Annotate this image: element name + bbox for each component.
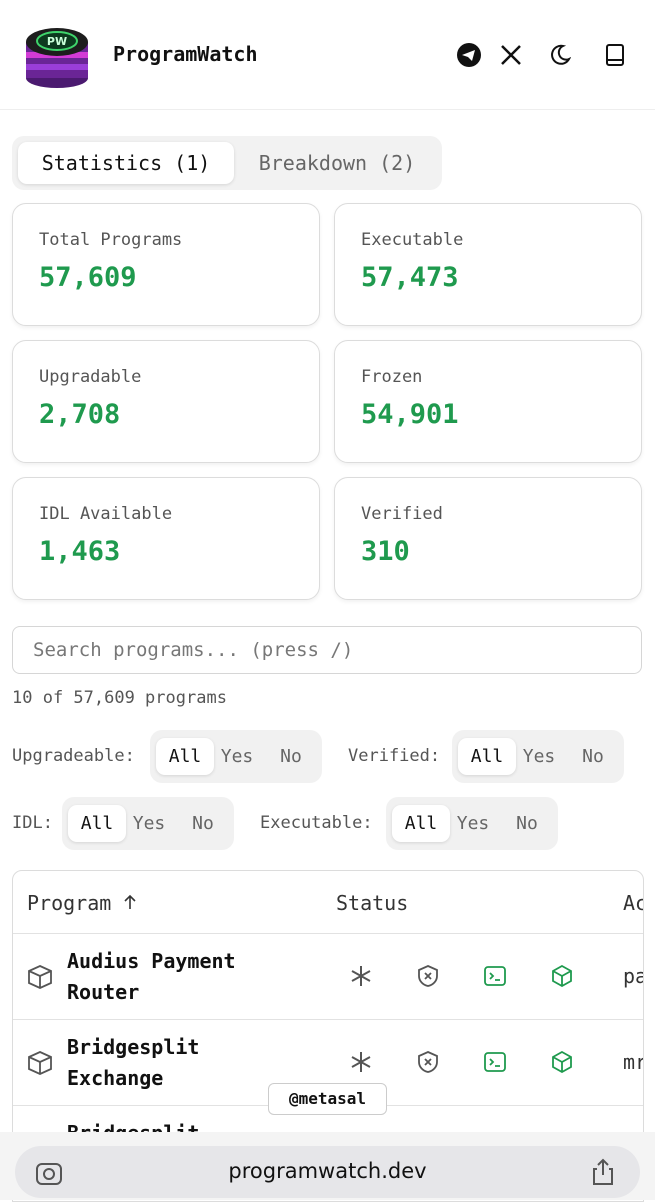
- url-bar[interactable]: programwatch.dev: [15, 1146, 640, 1198]
- app-header: PW ProgramWatch: [0, 0, 655, 110]
- stat-value: 57,473: [361, 262, 459, 293]
- telegram-icon[interactable]: [457, 43, 481, 67]
- tab[interactable]: Statistics (1): [18, 142, 234, 184]
- stat-card: Frozen 54,901: [334, 340, 642, 463]
- filter-option[interactable]: No: [280, 746, 302, 767]
- docs-icon[interactable]: [605, 43, 625, 67]
- logo-text: PW: [47, 35, 67, 48]
- result-count: 10 of 57,609 programs: [12, 688, 227, 708]
- filter-option[interactable]: Yes: [132, 813, 166, 834]
- stat-card: Verified 310: [334, 477, 642, 600]
- filter-group: All Yes No: [452, 730, 624, 783]
- filter-label: Upgradeable:: [12, 746, 135, 766]
- filter-label: Executable:: [260, 813, 373, 833]
- program-address: mr: [623, 1050, 643, 1074]
- program-icon: [28, 965, 52, 989]
- filter-option[interactable]: Yes: [522, 746, 556, 767]
- x-icon[interactable]: [500, 44, 522, 66]
- filter-label: Verified:: [348, 746, 441, 766]
- filter-option[interactable]: No: [192, 813, 214, 834]
- filter-option[interactable]: All: [156, 738, 214, 775]
- table-row[interactable]: Audius Payment Router pa: [13, 933, 643, 1020]
- stat-value: 2,708: [39, 399, 121, 430]
- lens-icon[interactable]: [35, 1160, 63, 1186]
- stat-card: Upgradable 2,708: [12, 340, 320, 463]
- filter-group: All Yes No: [62, 797, 234, 850]
- app-title: ProgramWatch: [113, 42, 258, 66]
- filter-option[interactable]: All: [68, 805, 126, 842]
- program-name[interactable]: Audius Payment Router: [67, 949, 236, 1004]
- stat-value: 310: [361, 536, 410, 567]
- column-header: Ac: [623, 891, 643, 915]
- stat-label: Upgradable: [39, 367, 142, 387]
- unverified-icon: [418, 1051, 438, 1073]
- stat-label: Total Programs: [39, 230, 183, 250]
- unverified-icon: [418, 965, 438, 987]
- frozen-icon: [351, 966, 371, 986]
- filter-option[interactable]: Yes: [456, 813, 490, 834]
- tab[interactable]: Breakdown (2): [258, 151, 416, 175]
- executable-icon: [484, 1052, 506, 1072]
- filter-option[interactable]: Yes: [220, 746, 254, 767]
- search-placeholder: Search programs... (press /): [33, 639, 354, 661]
- table-row[interactable]: Bridgesplit Exchange mr: [13, 1019, 643, 1106]
- program-name[interactable]: Bridgesplit Exchange: [67, 1035, 200, 1090]
- idl-icon: [552, 1051, 572, 1073]
- stat-label: IDL Available: [39, 504, 173, 524]
- share-icon[interactable]: [590, 1158, 616, 1186]
- browser-bar: programwatch.dev: [0, 1132, 655, 1200]
- logo[interactable]: PW: [24, 22, 90, 90]
- filter-option[interactable]: No: [582, 746, 604, 767]
- filter-option[interactable]: No: [516, 813, 538, 834]
- program-icon: [28, 1051, 52, 1075]
- search-input[interactable]: Search programs... (press /): [12, 626, 642, 674]
- program-address: pa: [623, 964, 643, 988]
- tab-bar: Statistics (1) Breakdown (2): [12, 136, 442, 190]
- sort-icon: [124, 894, 136, 909]
- filter-group: All Yes No: [150, 730, 322, 783]
- stat-value: 57,609: [39, 262, 137, 293]
- stat-card: Total Programs 57,609: [12, 203, 320, 326]
- stat-label: Verified: [361, 504, 443, 524]
- stat-value: 54,901: [361, 399, 459, 430]
- filter-label: IDL:: [12, 813, 53, 833]
- executable-icon: [484, 966, 506, 986]
- filter-group: All Yes No: [386, 797, 558, 850]
- stat-value: 1,463: [39, 536, 121, 567]
- stat-label: Frozen: [361, 367, 423, 387]
- column-header: Status: [336, 891, 409, 915]
- column-header[interactable]: Program: [27, 891, 112, 915]
- stat-card: IDL Available 1,463: [12, 477, 320, 600]
- idl-icon: [552, 965, 572, 987]
- filter-option[interactable]: All: [458, 738, 516, 775]
- filter-option[interactable]: All: [392, 805, 450, 842]
- stat-card: Executable 57,473: [334, 203, 642, 326]
- frozen-icon: [351, 1052, 371, 1072]
- url-text: programwatch.dev: [228, 1159, 427, 1183]
- theme-icon[interactable]: [549, 44, 571, 66]
- watermark: @metasal: [268, 1083, 387, 1115]
- stat-label: Executable: [361, 230, 464, 250]
